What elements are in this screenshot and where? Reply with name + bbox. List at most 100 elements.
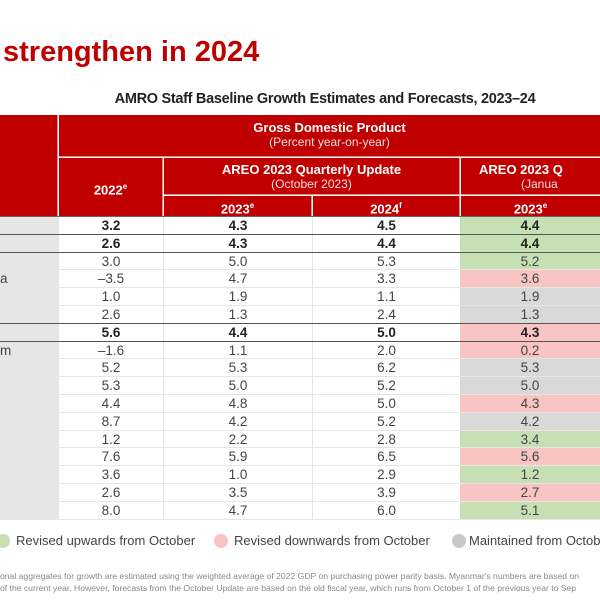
value-jan-2023: 2.7: [460, 484, 600, 501]
oct-2024-sup: f: [399, 201, 402, 210]
table-row: 8.0 4.7 6.0 5.1: [0, 501, 600, 520]
value-oct-2024: 3.3: [312, 270, 460, 288]
table-title: AMRO Staff Baseline Growth Estimates and…: [114, 91, 536, 107]
gdp-subtitle: (Percent year-on-year): [269, 135, 390, 149]
value-oct-2024: 5.2: [312, 412, 460, 430]
value-2022: 3.2: [58, 217, 163, 234]
row-label: [0, 412, 58, 430]
footnote-line-1: onal aggregates for growth are estimated…: [0, 571, 580, 581]
row-label: [0, 252, 58, 270]
value-2022: 1.2: [58, 430, 163, 448]
value-jan-2023: 4.2: [460, 412, 600, 430]
value-oct-2023: 4.7: [163, 501, 312, 519]
value-2022: –3.5: [58, 270, 163, 288]
value-oct-2023: 1.0: [163, 466, 312, 483]
table-row: 3.6 1.0 2.9 1.2: [0, 466, 600, 484]
value-oct-2024: 4.5: [312, 217, 460, 234]
row-label: a: [0, 270, 58, 288]
value-jan-2023: 4.3: [460, 395, 600, 412]
row-label: [0, 359, 58, 377]
value-2022: 4.4: [58, 395, 163, 412]
row-label: [0, 323, 58, 341]
row-label: [0, 306, 58, 323]
value-oct-2024: 5.2: [312, 377, 460, 394]
value-oct-2023: 4.3: [163, 234, 312, 252]
value-oct-2024: 2.0: [312, 341, 460, 359]
col-2022: 2022: [93, 182, 123, 198]
table-row: m –1.6 1.1 2.0 0.2: [0, 341, 600, 360]
legend-upward-label: Revised upwards from October: [16, 533, 196, 548]
value-oct-2023: 4.2: [163, 412, 312, 430]
oct-2023-sup: e: [249, 201, 255, 210]
value-jan-2023: 3.4: [460, 430, 600, 448]
oct-2023: 2023: [220, 201, 250, 217]
value-jan-2023: 5.2: [460, 252, 600, 270]
value-jan-2023: 5.3: [460, 359, 600, 377]
table-row: 4.4 4.8 5.0 4.3: [0, 395, 600, 413]
header-oct-2023: 2023e: [164, 196, 312, 216]
value-jan-2023: 5.6: [460, 448, 600, 466]
table-row: 1.2 2.2 2.8 3.4: [0, 430, 600, 449]
value-oct-2024: 2.9: [312, 466, 460, 483]
value-oct-2023: 5.9: [163, 448, 312, 466]
footnote-line-2: of the current year. However, forecasts …: [0, 583, 577, 593]
value-oct-2024: 3.9: [312, 484, 460, 501]
value-2022: 7.6: [58, 448, 163, 466]
row-label: [0, 234, 58, 252]
header-gdp: Gross Domestic Product (Percent year-on-…: [59, 115, 600, 157]
green-circle-icon: [0, 533, 10, 548]
table-row: 5.2 5.3 6.2 5.3: [0, 359, 600, 378]
table-row: 5.6 4.4 5.0 4.3: [0, 323, 600, 342]
value-jan-2023: 4.4: [460, 217, 600, 234]
value-jan-2023: 5.1: [460, 501, 600, 519]
legend-downward: Revised downwards from October: [214, 533, 430, 548]
value-oct-2023: 5.0: [163, 252, 312, 270]
value-oct-2023: 2.2: [163, 430, 312, 448]
value-2022: –1.6: [58, 341, 163, 359]
value-oct-2023: 4.7: [163, 270, 312, 288]
value-jan-2023: 3.6: [460, 270, 600, 288]
value-jan-2023: 0.2: [460, 341, 600, 359]
row-label: [0, 288, 58, 305]
table-row: 3.2 4.3 4.5 4.4: [0, 217, 600, 235]
value-2022: 8.0: [58, 501, 163, 519]
header-label-column: [0, 115, 58, 216]
value-oct-2024: 6.5: [312, 448, 460, 466]
jan-title: AREO 2023 Q: [479, 162, 563, 177]
value-jan-2023: 1.2: [460, 466, 600, 483]
value-jan-2023: 1.9: [460, 288, 600, 305]
col-2022-sup: e: [122, 182, 128, 191]
jan-2023-sup: e: [542, 201, 548, 210]
legend-downward-label: Revised downwards from October: [234, 533, 430, 548]
value-oct-2023: 3.5: [163, 484, 312, 501]
row-label: [0, 484, 58, 501]
table-row: 3.0 5.0 5.3 5.2: [0, 252, 600, 271]
table-row: 1.0 1.9 1.1 1.9: [0, 288, 600, 306]
slide-title: strengthen in 2024: [3, 36, 260, 68]
value-jan-2023: 4.3: [460, 323, 600, 341]
value-oct-2023: 1.1: [163, 341, 312, 359]
value-oct-2023: 1.9: [163, 288, 312, 305]
header-jan-2023: 2023e: [461, 196, 600, 216]
value-2022: 2.6: [58, 484, 163, 501]
table-row: 8.7 4.2 5.2 4.2: [0, 412, 600, 431]
value-jan-2023: 1.3: [460, 306, 600, 323]
oct-title: AREO 2023 Quarterly Update: [221, 162, 402, 177]
value-2022: 8.7: [58, 412, 163, 430]
value-oct-2024: 6.2: [312, 359, 460, 377]
row-label: [0, 448, 58, 466]
value-2022: 5.6: [58, 323, 163, 341]
value-oct-2024: 6.0: [312, 501, 460, 519]
value-oct-2023: 4.4: [163, 323, 312, 341]
table-row: 5.3 5.0 5.2 5.0: [0, 377, 600, 395]
value-jan-2023: 4.4: [460, 234, 600, 252]
row-label: [0, 466, 58, 483]
pink-circle-icon: [214, 533, 228, 548]
oct-subtitle: (October 2023): [271, 177, 352, 191]
value-oct-2023: 5.3: [163, 359, 312, 377]
row-label: [0, 430, 58, 448]
table-row: 2.6 3.5 3.9 2.7: [0, 484, 600, 502]
table-body: 3.2 4.3 4.5 4.4 2.6 4.3 4.4 4.4 3.0 5.0 5.3 5.2 a –3.…: [0, 216, 600, 520]
value-jan-2023: 5.0: [460, 377, 600, 394]
row-label: [0, 377, 58, 394]
